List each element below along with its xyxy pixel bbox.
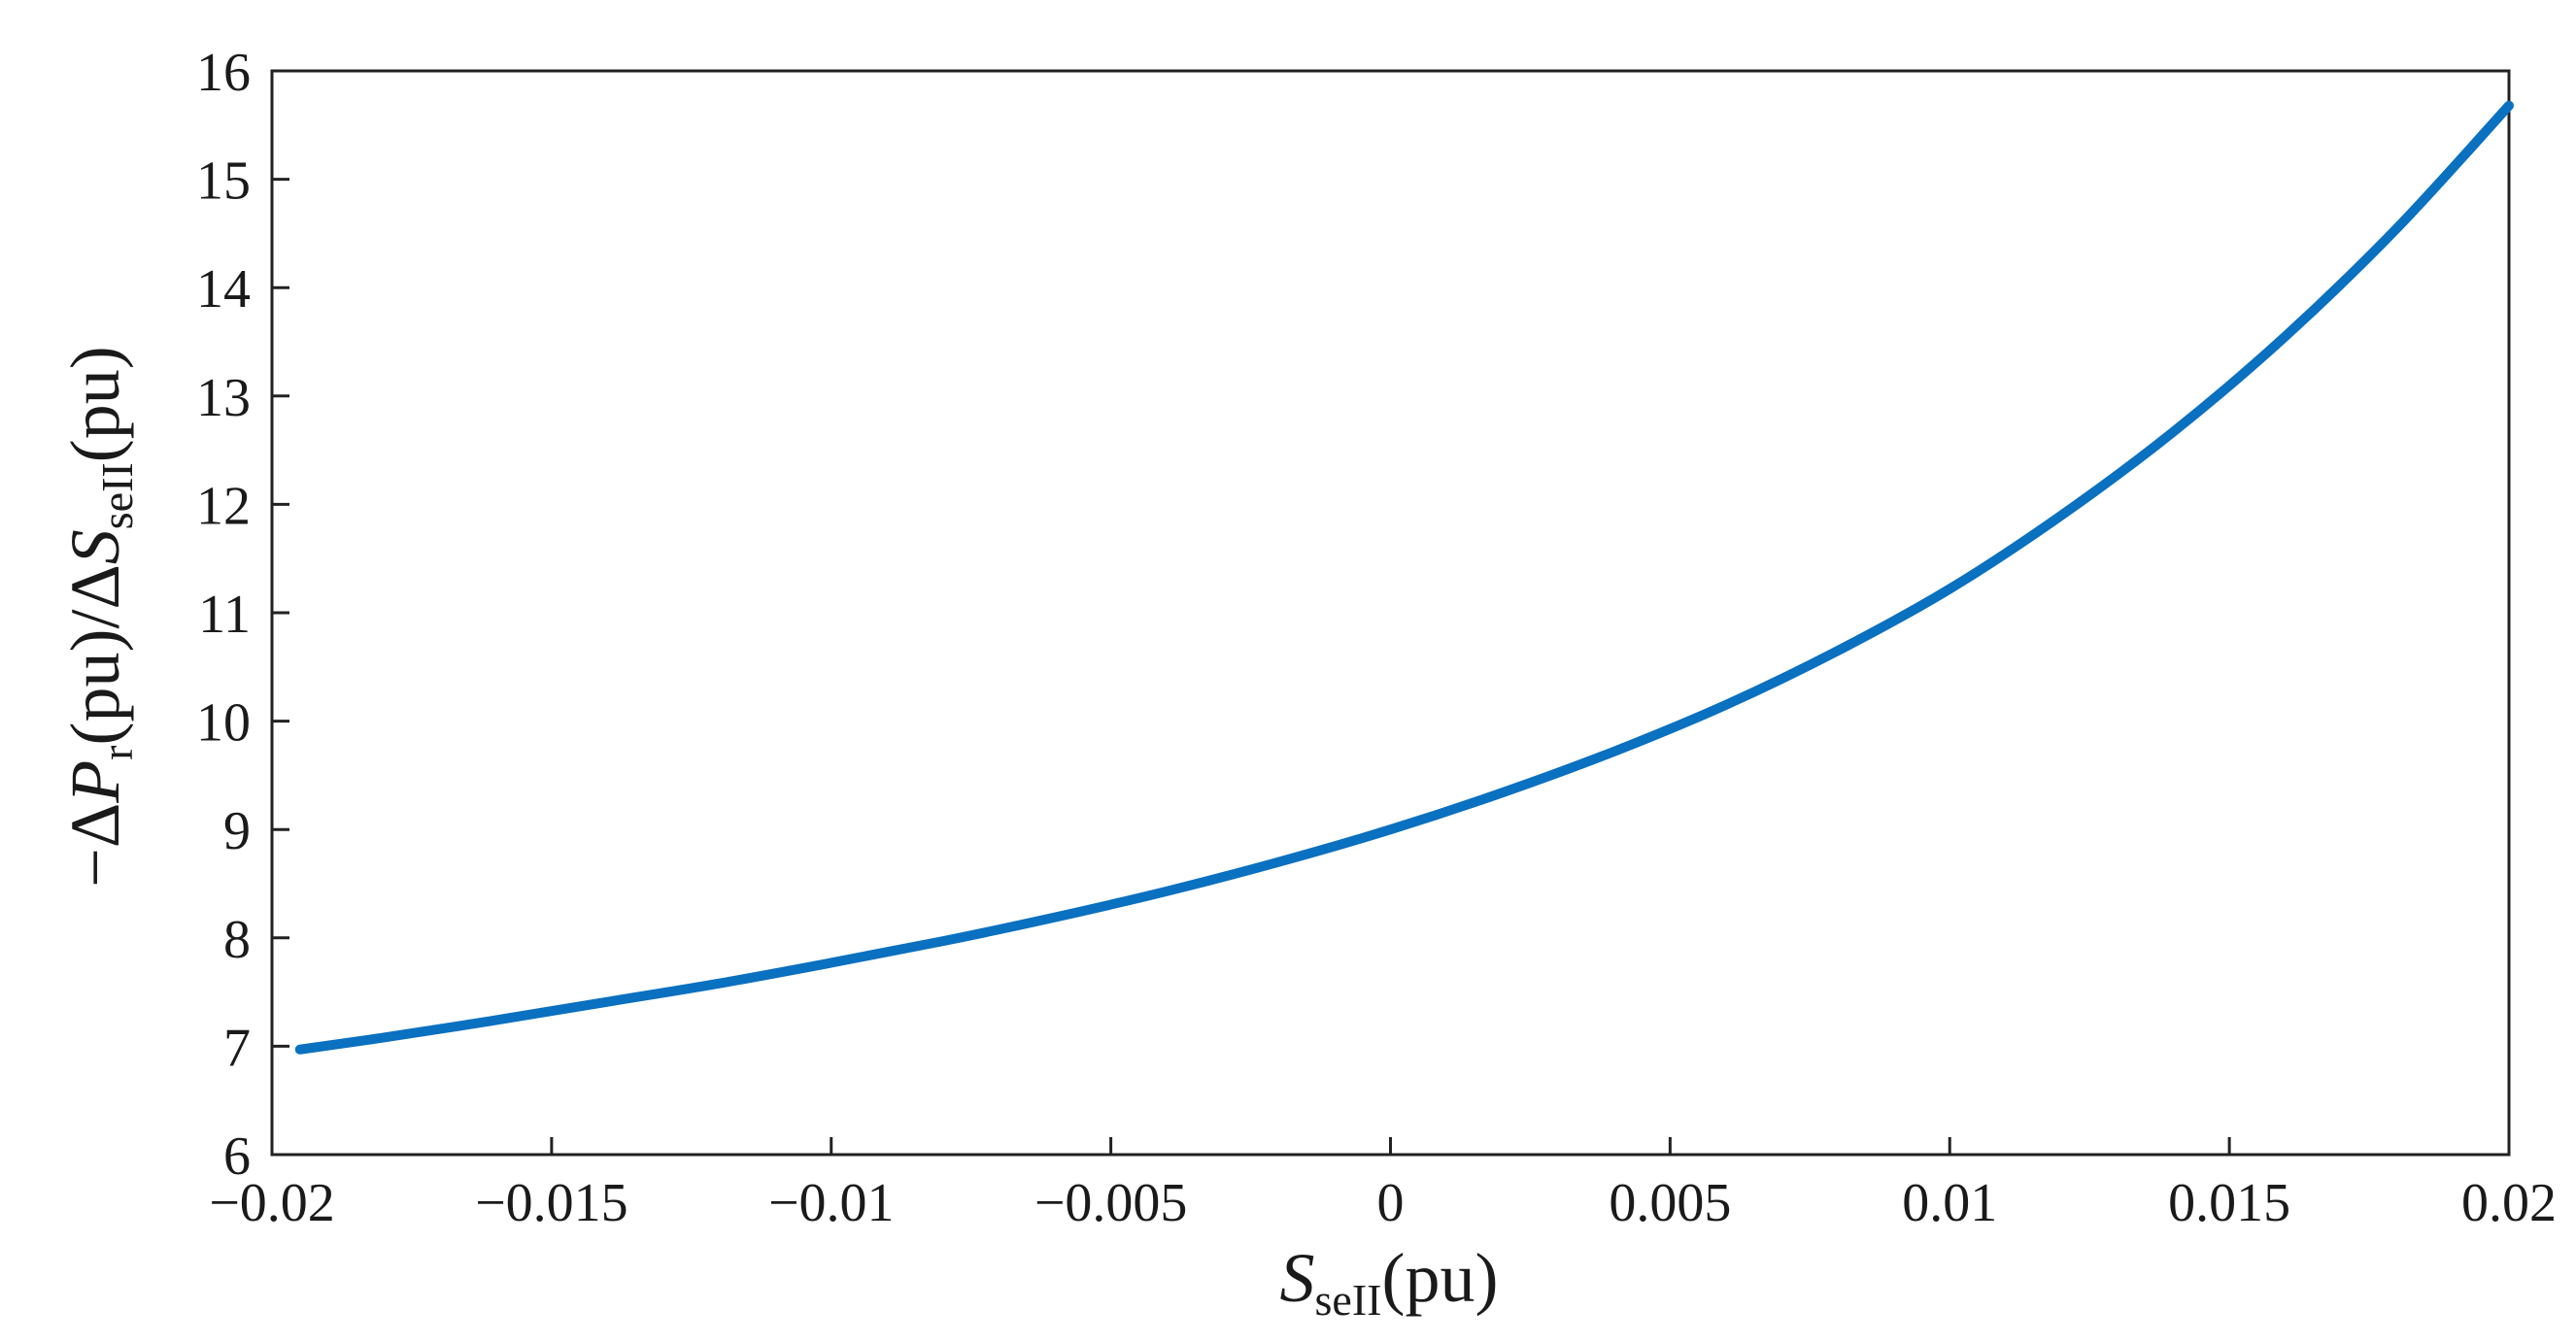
x-tick-label: 0 (1377, 1173, 1405, 1233)
y-tick-label: 10 (196, 693, 251, 754)
y-tick-label: 15 (196, 151, 251, 212)
y-axis-title: −ΔPr(pu)/ΔSseII(pu) (56, 346, 142, 887)
x-tick-label: 0.005 (1609, 1173, 1731, 1233)
ticks (270, 69, 2511, 1157)
tick-labels: −0.02 −0.015 −0.01 −0.005 0 0.005 0.01 0.015 0.0… (196, 43, 2557, 1233)
y-tick-label: 6 (223, 1126, 251, 1187)
y-tick-label: 8 (223, 910, 251, 970)
x-tick-label: −0.02 (209, 1173, 335, 1233)
y-tick-label: 12 (196, 476, 251, 536)
y-tick-label: 13 (196, 368, 251, 428)
plot-frame (270, 69, 2511, 1157)
x-tick-label: 0.01 (1902, 1173, 1997, 1233)
y-tick-label: 11 (198, 585, 251, 645)
y-tick-label: 16 (196, 43, 251, 103)
x-tick-label: −0.005 (1034, 1173, 1188, 1233)
x-tick-label: −0.015 (475, 1173, 628, 1233)
series-line (294, 100, 2514, 1055)
y-tick-label: 9 (223, 801, 251, 861)
x-axis-title: SseII(pu) (1280, 1239, 1499, 1325)
x-tick-label: 0.015 (2168, 1173, 2290, 1233)
y-tick-label: 7 (223, 1018, 251, 1078)
x-tick-label: 0.02 (2461, 1173, 2557, 1233)
x-tick-label: −0.01 (768, 1173, 895, 1233)
y-tick-label: 14 (196, 259, 251, 319)
